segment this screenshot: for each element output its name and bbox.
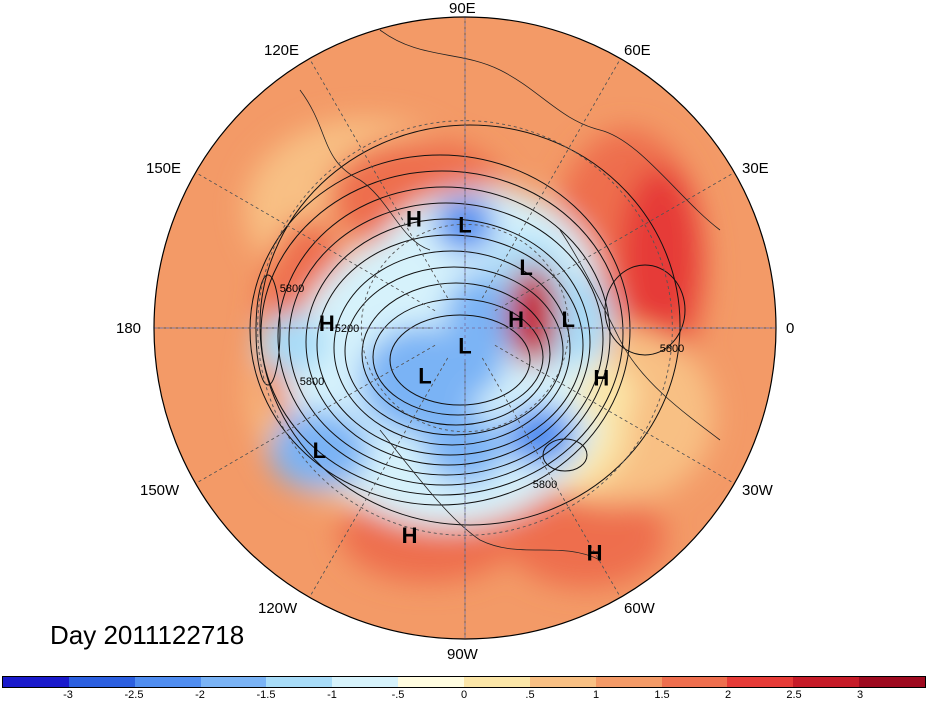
colorbar-tick-label: .5 bbox=[525, 689, 535, 701]
high-pressure-marker: H bbox=[587, 540, 603, 565]
anomaly-blob bbox=[508, 265, 559, 366]
contour-line bbox=[260, 170, 624, 496]
coastline bbox=[379, 29, 721, 231]
lon-label-60w: 60W bbox=[624, 600, 655, 617]
coastline bbox=[299, 89, 431, 251]
contour-line bbox=[344, 266, 564, 436]
contour-line bbox=[277, 186, 611, 486]
height-contours bbox=[249, 124, 686, 526]
meridian-line bbox=[481, 58, 621, 299]
coastlines bbox=[299, 29, 721, 561]
anomaly-blob bbox=[575, 365, 636, 422]
map-boundary bbox=[153, 16, 777, 640]
low-pressure-marker: L bbox=[458, 333, 471, 358]
colorbar bbox=[2, 676, 926, 688]
meridian-line bbox=[195, 172, 436, 312]
contour-value-label: 5800 bbox=[300, 376, 324, 388]
colorbar-tick-label: 2.5 bbox=[786, 689, 802, 701]
colorbar-tick-label: -3 bbox=[63, 689, 73, 701]
colorbar-tick-label: 1.5 bbox=[654, 689, 670, 701]
contour-line bbox=[249, 154, 631, 506]
colorbar-segment bbox=[398, 677, 465, 687]
contour-value-label: 5800 bbox=[280, 283, 304, 295]
high-pressure-marker: H bbox=[593, 366, 609, 391]
colorbar-segment bbox=[595, 677, 662, 687]
contour-line bbox=[316, 234, 584, 456]
colorbar-tick-label: -2 bbox=[195, 689, 205, 701]
meridian-line bbox=[494, 344, 735, 484]
day-timestamp-label: Day 2011122718 bbox=[50, 620, 245, 650]
colorbar-segment bbox=[859, 677, 926, 687]
meridian-line bbox=[309, 58, 449, 299]
pressure-centers: L L H L H L L H L H H H bbox=[313, 206, 610, 565]
contour-line bbox=[389, 314, 531, 406]
lon-label-120w: 120W bbox=[258, 600, 298, 617]
colorbar-tick-label: -1.5 bbox=[256, 689, 276, 701]
anomaly-blob bbox=[269, 410, 370, 491]
lon-label-120e: 120E bbox=[264, 42, 300, 59]
contour-line bbox=[361, 282, 551, 426]
anomaly-blob bbox=[619, 167, 700, 348]
low-pressure-marker: L bbox=[519, 255, 532, 280]
high-pressure-marker: H bbox=[508, 307, 524, 332]
coastline bbox=[559, 229, 721, 441]
coastline bbox=[379, 429, 601, 561]
colorbar-tick-label: -.5 bbox=[391, 689, 405, 701]
lon-label-150e: 150E bbox=[146, 160, 182, 177]
colorbar-tick-label: 2 bbox=[724, 689, 732, 701]
colorbar-segment bbox=[661, 677, 728, 687]
high-pressure-marker: H bbox=[319, 311, 335, 336]
colorbar-segment bbox=[200, 677, 267, 687]
colorbar-tick-label: 1 bbox=[592, 689, 600, 701]
colorbar-segment bbox=[266, 677, 333, 687]
colorbar-tick-label: -2.5 bbox=[124, 689, 144, 701]
contour-value-label: 5800 bbox=[660, 343, 684, 355]
meridian-line bbox=[494, 172, 735, 312]
low-pressure-marker: L bbox=[418, 364, 431, 389]
low-pressure-marker: L bbox=[313, 438, 326, 463]
meridian-line bbox=[309, 357, 449, 598]
contour-line bbox=[255, 274, 281, 386]
colorbar-segment bbox=[793, 677, 860, 687]
high-pressure-marker: H bbox=[406, 206, 422, 231]
colorbar-tick-label: -1 bbox=[327, 689, 337, 701]
lon-label-30w: 30W bbox=[742, 482, 773, 499]
colorbar-segment bbox=[529, 677, 596, 687]
colorbar-segment bbox=[68, 677, 135, 687]
contour-value-label: 5800 bbox=[533, 479, 557, 491]
high-pressure-marker: H bbox=[402, 523, 418, 548]
contour-value-label: 5200 bbox=[335, 323, 359, 335]
lon-label-60e: 60E bbox=[624, 42, 651, 59]
lon-label-90w: 90W bbox=[447, 646, 478, 663]
lon-label-90e: 90E bbox=[449, 0, 476, 17]
meridian-line bbox=[195, 344, 436, 484]
colorbar-segment bbox=[3, 677, 69, 687]
colorbar-tick-label: 0 bbox=[460, 689, 468, 701]
contour-line bbox=[288, 202, 604, 476]
colorbar-segment bbox=[134, 677, 201, 687]
anomaly-blob bbox=[505, 487, 666, 588]
colorbar-segment bbox=[332, 677, 399, 687]
colorbar-tick-label: 3 bbox=[856, 689, 864, 701]
lon-label-150w: 150W bbox=[140, 482, 180, 499]
lon-label-180: 180 bbox=[116, 320, 142, 337]
low-pressure-marker: L bbox=[458, 212, 471, 237]
low-pressure-marker: L bbox=[562, 307, 575, 332]
lon-label-0: 0 bbox=[786, 320, 795, 337]
contour-line bbox=[305, 218, 591, 466]
colorbar-segment bbox=[464, 677, 530, 687]
anomaly-field bbox=[154, 17, 776, 639]
colorbar-segment bbox=[727, 677, 794, 687]
graticule bbox=[154, 17, 776, 639]
contour-line bbox=[259, 124, 681, 526]
lon-label-30e: 30E bbox=[742, 160, 769, 177]
contour-line bbox=[372, 298, 544, 416]
contour-line bbox=[333, 250, 571, 446]
contour-line bbox=[542, 438, 588, 472]
meridian-line bbox=[481, 357, 621, 598]
